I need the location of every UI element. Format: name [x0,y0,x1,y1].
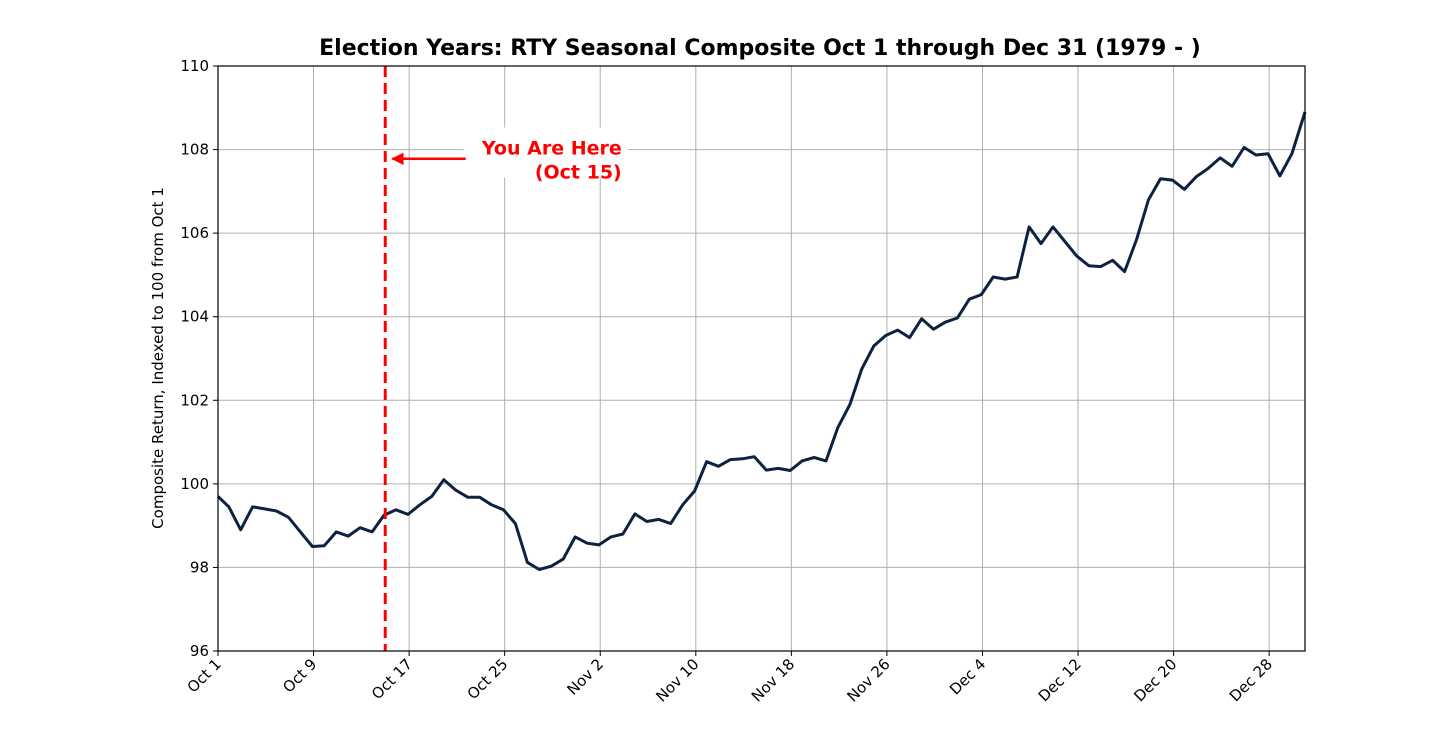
y-tick-label: 106 [180,224,209,242]
y-tick-label: 110 [180,57,209,75]
y-axis-label: Composite Return, Indexed to 100 from Oc… [149,187,167,529]
series-line [216,111,1307,571]
axis-ticks: 96 98 100 102 104 106 108 110 Oct 1 Oct 9 Oct 17 Oc… [180,57,1276,705]
annotation-text-line: You Are Here [481,138,622,160]
y-tick-label: 100 [180,475,209,493]
x-tick-label: Nov 2 [564,655,608,699]
x-tick-label: Dec 20 [1130,655,1180,705]
chart-title: Election Years: RTY Seasonal Composite O… [319,36,1201,61]
x-tick-label: Oct 25 [464,655,512,703]
x-tick-label: Dec 4 [946,655,989,698]
x-tick-label: Oct 1 [184,655,225,696]
series-line-group [216,111,1307,571]
x-tick-label: Dec 28 [1226,655,1276,705]
annotation-text-line: (Oct 15) [535,162,622,184]
y-tick-label: 98 [190,558,209,576]
y-tick-label: 104 [180,308,209,326]
y-tick-label: 96 [190,642,209,660]
y-tick-label: 102 [180,391,209,409]
x-tick-label: Nov 26 [843,655,893,705]
x-tick-label: Dec 12 [1035,655,1085,705]
x-tick-label: Nov 18 [748,655,798,705]
x-tick-label: Nov 10 [652,655,702,705]
annotation-box [463,127,628,178]
x-tick-label: Oct 17 [368,655,416,703]
x-tick-label: Oct 9 [279,655,320,696]
plot-frame [217,65,1306,652]
grid [217,65,1305,652]
y-tick-label: 108 [180,141,209,159]
annotation-group: You Are Here(Oct 15) [383,66,628,651]
